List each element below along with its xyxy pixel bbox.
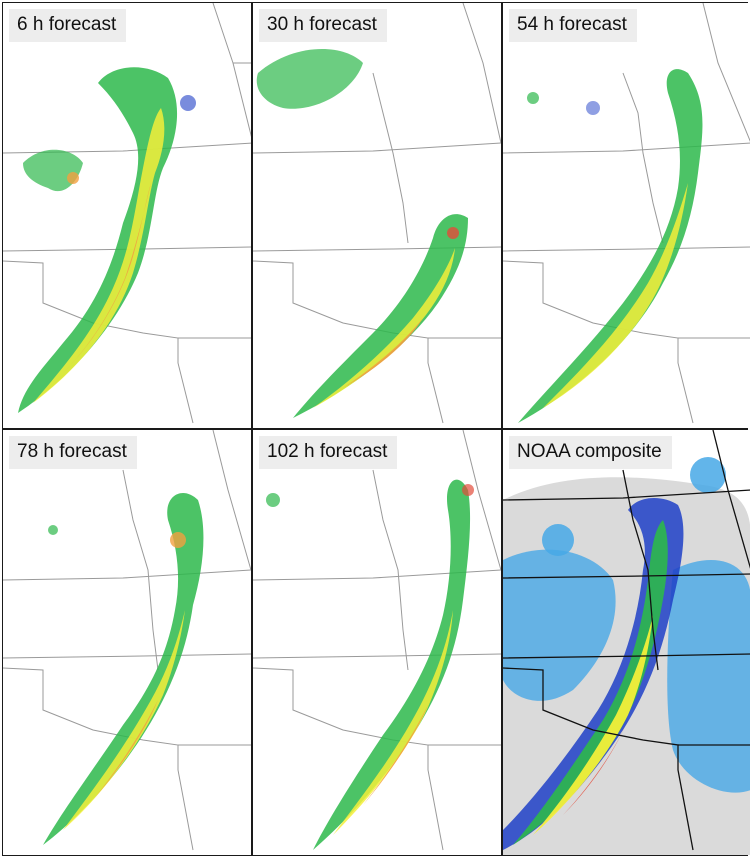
state-borders <box>3 430 251 851</box>
map-6h-forecast <box>3 3 251 424</box>
state-borders <box>503 3 750 424</box>
reflectivity-band <box>266 479 474 850</box>
reflectivity-band <box>518 69 703 423</box>
state-borders <box>503 430 750 851</box>
reflectivity-band <box>43 492 204 845</box>
map-30h-forecast <box>253 3 501 424</box>
panel-label: 102 h forecast <box>259 436 398 469</box>
reflectivity-band <box>256 49 468 418</box>
panel-102h-forecast: 102 h forecast <box>253 430 501 855</box>
reflectivity-main-band <box>503 498 684 850</box>
panel-label: 30 h forecast <box>259 9 387 42</box>
map-54h-forecast <box>503 3 750 424</box>
panel-6h-forecast: 6 h forecast <box>3 3 251 428</box>
reflectivity-band <box>18 67 196 414</box>
panel-noaa-composite: NOAA composite <box>503 430 750 855</box>
panel-label: 54 h forecast <box>509 9 637 42</box>
panel-label: NOAA composite <box>509 436 672 469</box>
map-102h-forecast <box>253 430 501 851</box>
state-borders <box>3 3 251 424</box>
panel-78h-forecast: 78 h forecast <box>3 430 251 855</box>
state-borders <box>253 3 501 424</box>
reflectivity-lightblue <box>503 457 750 793</box>
map-noaa-composite <box>503 430 750 855</box>
panel-54h-forecast: 54 h forecast <box>503 3 750 428</box>
panel-label: 6 h forecast <box>9 9 127 42</box>
map-78h-forecast <box>3 430 251 851</box>
panel-30h-forecast: 30 h forecast <box>253 3 501 428</box>
panel-label: 78 h forecast <box>9 436 137 469</box>
